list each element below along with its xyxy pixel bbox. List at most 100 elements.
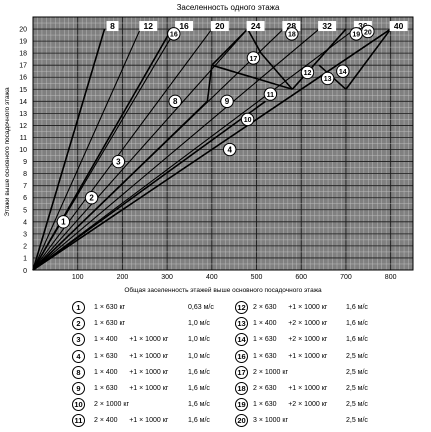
zone-label-circle [111,154,126,169]
legend-speed: 1,0 м/с [188,336,210,344]
legend-item: 18 2 × 630 +1 × 1000 кг 2,5 м/с [235,382,386,399]
legend-item: 9 1 × 630 +1 × 1000 кг 1,6 м/с [72,382,228,399]
legend-item: 20 3 × 1000 кг 2,5 м/с [235,414,386,431]
y-tick-label: 17 [19,63,27,70]
legend-number-circle: 9 [72,382,85,395]
x-tick-label: 200 [117,274,129,281]
legend-speed: 2,5 м/с [346,352,368,360]
zone-label-circle [167,27,181,41]
zone-label-20: 20 [364,29,372,36]
zone-label-10: 10 [244,117,252,124]
x-tick-label: 400 [206,274,218,281]
y-tick-label: 10 [19,147,27,154]
x-tick-label: 800 [385,274,397,281]
legend-number-circle: 14 [235,333,248,347]
legend-configuration: 1 × 630 +1 × 1000 кг [253,352,328,360]
legend-speed: 1,6 м/с [346,304,368,311]
legend-configuration: 2 × 630 +1 × 1000 кг [253,385,328,392]
y-tick-label: 6 [23,195,27,202]
legend-item: 10 2 × 1000 кг 1,6 м/с [72,398,228,415]
y-tick-label: 3 [23,231,27,238]
series-label-12: 12 [144,21,154,31]
zone-boundary-line [246,28,262,54]
series-line-12 [32,28,141,271]
zone-boundary-line [345,28,392,90]
zone-boundary-line [291,28,347,90]
y-tick-label: 16 [19,75,27,82]
legend-speed: 1,6 м/с [188,385,210,392]
series-line-36 [32,28,356,271]
series-label-40: 40 [394,21,404,31]
y-tick-label: 0 [23,268,27,275]
zone-label-2: 2 [89,194,94,203]
zone-label-circle [240,112,255,127]
x-tick-label: 700 [340,274,352,281]
grid [32,16,414,271]
y-tick-label: 2 [23,243,27,250]
legend-number-circle: 10 [72,398,85,412]
zone-label-1: 1 [61,218,66,227]
legend-item: 8 1 × 400 +1 × 1000 кг 1,6 м/с [72,365,228,383]
y-tick-label: 20 [19,27,27,34]
legend-configuration: 1 × 630 +1 × 1000 кг [94,352,169,360]
zone-boundary-line [260,52,293,90]
legend-item: 14 1 × 630 +2 × 1000 кг 1,6 м/с [235,333,386,350]
x-tick-label: 300 [161,274,173,281]
zone-label-12: 12 [304,70,312,77]
y-tick-label: 7 [23,183,27,190]
y-tick-label: 4 [23,219,27,226]
series-line-28 [32,28,284,271]
legend-number-circle: 20 [235,414,248,428]
legend-configuration: 2 × 630 +1 × 1000 кг [253,304,328,311]
zone-boundary-line [32,100,266,271]
y-tick-label: 5 [23,207,27,214]
legend-configuration: 1 × 630 кг [94,304,126,311]
x-axis-ticks: 100 200 300 400 500 600 700 800 [72,274,397,281]
legend-item: 1 1 × 630 кг 0,63 м/с [72,301,228,318]
series-label-8: 8 [110,21,115,31]
series-label-bg [246,21,265,32]
legend-speed: 2,5 м/с [346,385,368,392]
y-tick-label: 12 [19,123,27,130]
series-line-32 [32,28,320,271]
legend-configuration: 2 × 400 +1 × 1000 кг [94,417,169,425]
zone-label-8: 8 [173,97,178,106]
series-lines [32,28,391,271]
legend-configuration: 1 × 630 +1 × 1000 кг [94,385,169,392]
series-label-bg [318,21,337,32]
y-tick-label: 13 [19,111,27,118]
zone-boundary-line [206,65,213,102]
series-line-16 [32,28,177,271]
series-label-16: 16 [179,21,189,31]
series-line-20 [32,28,213,271]
zone-label-19: 19 [352,32,360,39]
legend-number-circle: 19 [235,398,248,412]
chart-title: Заселенность одного этажа [177,3,280,12]
zone-label-circle [223,142,237,157]
series-line-8 [32,28,106,271]
legend-item: 17 2 × 1000 кг 2,5 м/с [235,365,386,383]
y-tick-label: 14 [19,99,27,106]
legend-speed: 2,5 м/с [346,417,368,425]
legend-speed: 2,5 м/с [346,368,368,376]
legend-configuration: 1 × 630 +2 × 1000 кг [253,401,328,409]
y-tick-label: 18 [19,51,27,58]
legend-speed: 1,6 м/с [188,417,210,425]
y-tick-label: 8 [23,171,27,178]
legend-number-circle: 3 [72,333,85,347]
series-label-24: 24 [251,21,261,31]
series-label-bg [106,21,119,32]
zone-label-circle [285,27,299,41]
legend-configuration: 1 × 400 +1 × 1000 кг [94,368,169,376]
legend-speed: 1,0 м/с [188,320,210,328]
series-labels: 8 12 16 20 24 28 32 36 40 [106,21,408,32]
series-label-bg [139,21,158,32]
legend-item: 13 1 × 400 +2 × 1000 кг 1,6 м/с [235,317,386,334]
legend-configuration: 1 × 630 кг [94,320,126,328]
series-label-bg [282,21,301,32]
legend-item: 19 1 × 630 +2 × 1000 кг 2,5 м/с [235,398,386,415]
legend-number-circle: 2 [72,317,85,331]
legend-item: 12 2 × 630 +1 × 1000 кг 1,6 м/с [235,301,386,318]
legend-number-circle: 11 [72,414,85,428]
legend-item: 4 1 × 630 +1 × 1000 кг 1,0 м/с [72,349,228,367]
